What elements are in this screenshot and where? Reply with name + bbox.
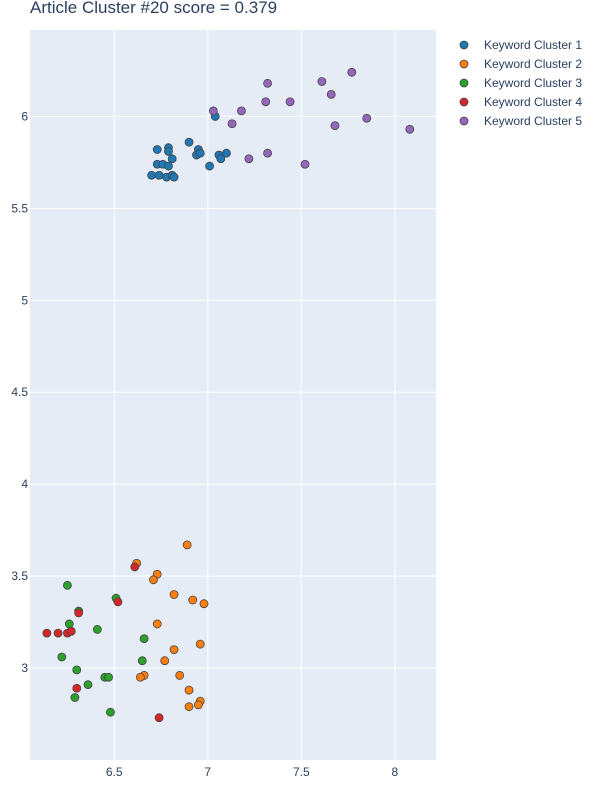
data-point[interactable] xyxy=(195,639,205,649)
data-point[interactable] xyxy=(74,608,84,618)
legend-item[interactable]: Keyword Cluster 4 xyxy=(459,95,582,109)
data-point[interactable] xyxy=(188,595,198,605)
data-point[interactable] xyxy=(227,119,237,129)
data-point[interactable] xyxy=(195,148,205,158)
data-point[interactable] xyxy=(184,685,194,695)
data-point[interactable] xyxy=(137,656,147,666)
data-point[interactable] xyxy=(237,106,246,116)
data-point[interactable] xyxy=(92,625,102,634)
data-point[interactable] xyxy=(244,154,254,164)
data-point[interactable] xyxy=(149,575,158,585)
data-points xyxy=(42,67,415,723)
data-point[interactable] xyxy=(66,626,76,636)
data-point[interactable] xyxy=(53,628,63,638)
y-axis-ticks: 3 3.5 4 4.5 5 5.5 6 xyxy=(11,109,28,675)
series-keyword-cluster-4 xyxy=(42,562,164,723)
data-point[interactable] xyxy=(104,672,113,682)
data-point[interactable] xyxy=(57,652,67,662)
y-tick-label: 3.5 xyxy=(11,569,28,583)
data-point[interactable] xyxy=(164,146,173,156)
data-point[interactable] xyxy=(317,77,327,86)
legend-marker xyxy=(459,97,469,107)
legend-marker xyxy=(459,78,469,88)
legend-marker xyxy=(459,116,469,126)
data-point[interactable] xyxy=(199,599,209,609)
data-point[interactable] xyxy=(169,590,179,599)
data-point[interactable] xyxy=(72,665,82,675)
x-tick-label: 7 xyxy=(204,765,211,779)
x-axis-ticks: 6.5 7 7.5 8 xyxy=(106,765,399,779)
legend-item[interactable]: Keyword Cluster 5 xyxy=(459,114,582,128)
data-point[interactable] xyxy=(154,170,164,180)
legend-item[interactable]: Keyword Cluster 2 xyxy=(459,57,582,71)
data-point[interactable] xyxy=(222,148,231,158)
y-tick-label: 3 xyxy=(21,661,28,675)
data-point[interactable] xyxy=(113,597,123,607)
data-point[interactable] xyxy=(330,121,340,131)
data-point[interactable] xyxy=(72,683,82,693)
y-tick-label: 6 xyxy=(21,109,28,123)
data-point[interactable] xyxy=(42,628,52,638)
data-point[interactable] xyxy=(182,540,192,550)
data-point[interactable] xyxy=(263,78,273,88)
series-keyword-cluster-5 xyxy=(208,67,415,169)
data-point[interactable] xyxy=(175,671,185,680)
legend-label: Keyword Cluster 3 xyxy=(484,76,582,90)
legend-label: Keyword Cluster 1 xyxy=(484,38,582,52)
legend-marker xyxy=(459,59,469,69)
data-point[interactable] xyxy=(184,702,194,712)
y-tick-label: 5.5 xyxy=(11,201,28,215)
data-point[interactable] xyxy=(193,700,203,710)
data-point[interactable] xyxy=(63,580,72,590)
data-point[interactable] xyxy=(64,619,74,629)
chart-title: Article Cluster #20 score = 0.379 xyxy=(30,0,278,17)
data-point[interactable] xyxy=(147,170,157,180)
data-point[interactable] xyxy=(139,634,149,644)
data-point[interactable] xyxy=(184,137,194,147)
x-tick-label: 8 xyxy=(391,765,398,779)
series-keyword-cluster-1 xyxy=(147,112,231,182)
data-point[interactable] xyxy=(169,645,179,655)
data-point[interactable] xyxy=(167,154,177,164)
data-point[interactable] xyxy=(405,124,415,134)
data-point[interactable] xyxy=(261,97,271,107)
y-tick-label: 5 xyxy=(21,293,28,307)
y-tick-label: 4 xyxy=(21,477,28,491)
legend-marker xyxy=(459,40,469,50)
legend-label: Keyword Cluster 4 xyxy=(484,95,582,109)
x-tick-label: 6.5 xyxy=(106,765,123,779)
data-point[interactable] xyxy=(300,159,310,169)
legend-label: Keyword Cluster 5 xyxy=(484,114,582,128)
legend-item[interactable]: Keyword Cluster 3 xyxy=(459,76,582,90)
data-point[interactable] xyxy=(347,67,357,77)
data-point[interactable] xyxy=(326,89,336,99)
data-point[interactable] xyxy=(135,672,145,682)
data-point[interactable] xyxy=(130,562,140,572)
data-point[interactable] xyxy=(205,161,215,171)
data-point[interactable] xyxy=(154,713,164,723)
data-point[interactable] xyxy=(216,154,226,164)
data-point[interactable] xyxy=(160,656,170,666)
legend[interactable]: Keyword Cluster 1 Keyword Cluster 2 Keywor… xyxy=(459,38,582,128)
data-point[interactable] xyxy=(169,172,179,182)
data-point[interactable] xyxy=(152,145,162,154)
data-point[interactable] xyxy=(263,148,273,158)
data-point[interactable] xyxy=(208,106,218,116)
legend-label: Keyword Cluster 2 xyxy=(484,57,582,71)
data-point[interactable] xyxy=(164,161,173,171)
plot-area xyxy=(30,30,436,760)
legend-item[interactable]: Keyword Cluster 1 xyxy=(459,38,582,52)
data-point[interactable] xyxy=(83,680,93,690)
y-tick-label: 4.5 xyxy=(11,385,28,399)
data-point[interactable] xyxy=(152,619,162,629)
data-point[interactable] xyxy=(285,97,295,107)
x-tick-label: 7.5 xyxy=(293,765,310,779)
data-point[interactable] xyxy=(106,707,115,717)
data-point[interactable] xyxy=(362,113,372,123)
data-point[interactable] xyxy=(70,693,80,702)
